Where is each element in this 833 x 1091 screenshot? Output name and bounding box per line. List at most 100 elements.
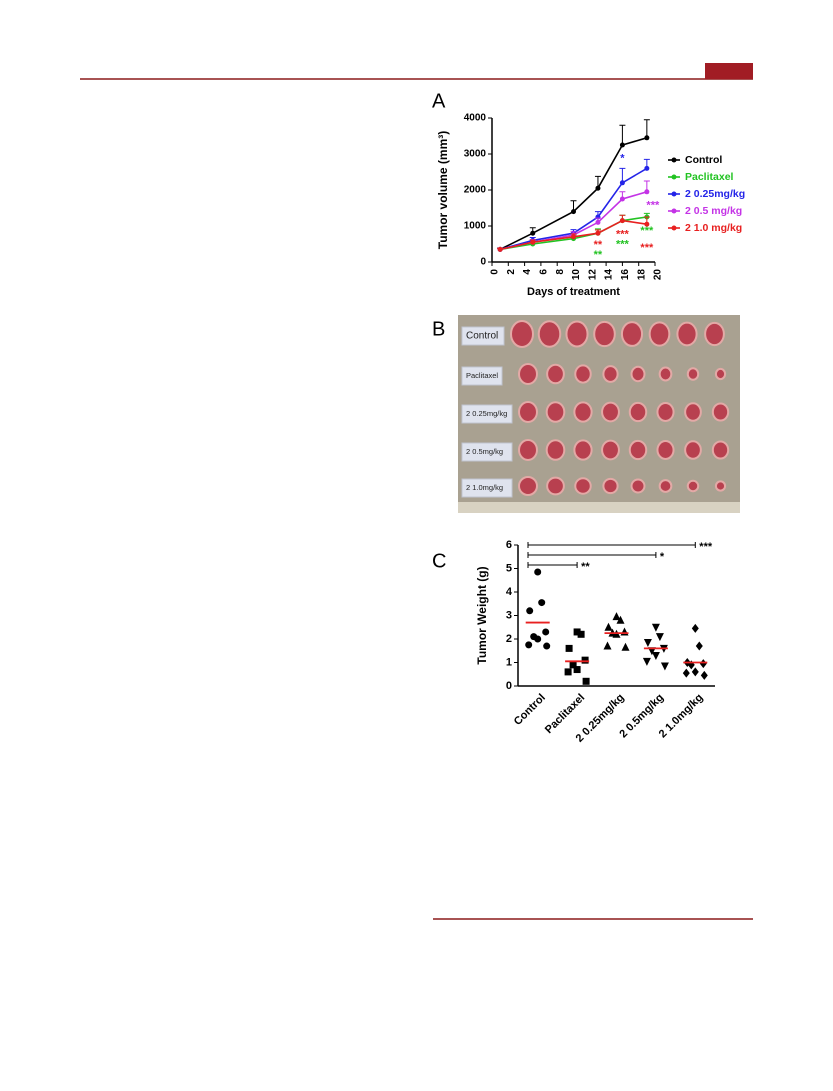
x-tick-label: 10 xyxy=(571,269,582,281)
data-point xyxy=(691,667,699,677)
y-tick-label: 0 xyxy=(506,680,512,692)
x-tick-label: 6 xyxy=(539,269,550,275)
tumor xyxy=(628,401,648,423)
label-card xyxy=(461,404,513,424)
data-point xyxy=(573,666,581,674)
data-point xyxy=(581,656,589,664)
photo-label: 2 1.0mg/kg xyxy=(466,483,503,492)
x-tick-label: 20 xyxy=(653,269,664,281)
x-tick-label: 16 xyxy=(620,269,631,281)
data-point xyxy=(525,641,533,649)
data-point xyxy=(644,221,650,227)
data-point xyxy=(621,642,630,651)
legend-label: Control xyxy=(685,154,722,166)
data-point xyxy=(571,209,576,215)
tumor xyxy=(601,401,620,423)
y-tick-label: 6 xyxy=(506,539,512,551)
tumor xyxy=(704,321,725,347)
tumor xyxy=(630,478,646,494)
data-point xyxy=(595,185,601,191)
photo-label: 2 0.25mg/kg xyxy=(466,409,507,418)
tumor xyxy=(537,320,562,348)
tumor xyxy=(573,439,593,461)
data-point xyxy=(682,668,690,678)
legend-marker xyxy=(671,174,677,180)
significance-mark: * xyxy=(660,551,665,563)
tumor xyxy=(593,320,616,348)
significance-bracket xyxy=(527,562,578,568)
significance-bracket xyxy=(527,552,657,558)
data-point xyxy=(530,239,536,245)
series-line xyxy=(500,216,647,251)
tumor xyxy=(714,367,727,381)
y-axis-label: Tumor Weight (g) xyxy=(475,566,489,664)
photo-ruler xyxy=(458,502,740,513)
data-point xyxy=(644,165,650,171)
significance-bracket xyxy=(527,542,696,548)
photo-label: 2 0.5mg/kg xyxy=(466,447,503,456)
y-axis-label: Tumor volume (mm³) xyxy=(436,131,450,249)
data-point xyxy=(700,670,708,680)
y-tick-label: 0 xyxy=(480,257,486,268)
tumor xyxy=(656,402,675,422)
tumor xyxy=(574,477,592,495)
tumor-photo: Control Paclitaxel 2 0.25mg/kg 2 0.5mg/kg 2 … xyxy=(458,315,740,513)
data-point xyxy=(534,635,542,643)
data-point xyxy=(691,623,699,633)
significance-mark: *** xyxy=(616,229,630,241)
x-tick-label: 12 xyxy=(587,269,598,281)
data-point xyxy=(603,641,612,650)
tumor xyxy=(518,476,538,496)
legend-marker xyxy=(671,225,677,231)
data-point xyxy=(530,230,536,236)
data-point xyxy=(695,641,703,651)
data-point xyxy=(595,230,601,236)
series-line xyxy=(499,137,648,251)
label-card xyxy=(461,366,503,386)
significance-mark: ** xyxy=(581,561,590,573)
tumor xyxy=(518,439,538,461)
tumor xyxy=(656,440,675,460)
tumor xyxy=(628,439,648,461)
tumor xyxy=(686,479,700,493)
data-point xyxy=(526,607,534,615)
tumor xyxy=(574,364,592,384)
tumor xyxy=(518,363,538,385)
significance-mark: *** xyxy=(699,541,713,553)
tumor xyxy=(602,365,619,383)
x-axis-label: Days of treatment xyxy=(527,286,620,298)
tumor xyxy=(546,363,565,385)
x-tick-label: 4 xyxy=(522,269,533,275)
tumor xyxy=(658,366,673,382)
x-tick-label: 2 xyxy=(506,269,517,275)
tumor xyxy=(630,365,646,383)
tumor xyxy=(648,321,671,347)
tumor xyxy=(686,367,700,381)
tumor xyxy=(510,320,534,348)
data-point xyxy=(699,659,707,669)
x-tick-label: Control xyxy=(512,692,548,728)
significance-mark: * xyxy=(620,152,625,164)
data-point xyxy=(534,568,542,576)
data-point xyxy=(582,677,590,685)
data-point xyxy=(497,246,503,252)
x-tick-label: 14 xyxy=(604,269,615,281)
data-point xyxy=(564,668,572,676)
y-tick-label: 2000 xyxy=(464,185,487,196)
data-point xyxy=(660,662,669,671)
data-point xyxy=(612,612,621,621)
data-point xyxy=(571,234,576,240)
photo-label: Paclitaxel xyxy=(466,371,498,380)
data-point xyxy=(619,180,625,186)
data-point xyxy=(604,622,613,631)
y-tick-label: 3 xyxy=(506,609,512,621)
tumor xyxy=(711,440,730,460)
significance-mark: *** xyxy=(646,200,660,212)
tumor xyxy=(518,401,538,423)
data-point xyxy=(538,599,546,607)
data-point xyxy=(619,196,625,202)
x-tick-label: 18 xyxy=(636,269,647,281)
data-point xyxy=(577,630,585,638)
